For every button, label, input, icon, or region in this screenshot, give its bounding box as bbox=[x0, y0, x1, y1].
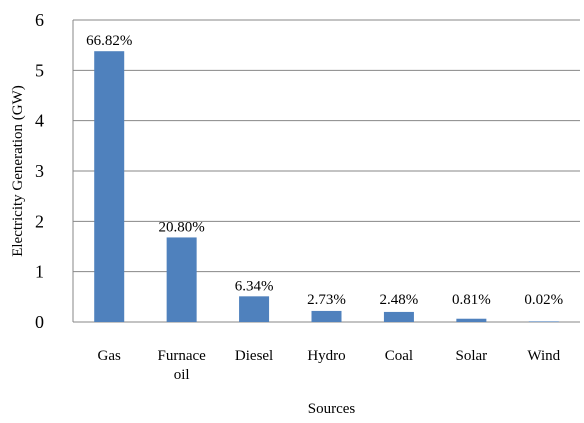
bar bbox=[311, 310, 342, 322]
bar bbox=[528, 321, 559, 322]
data-label: 66.82% bbox=[86, 33, 132, 49]
data-label: 0.02% bbox=[524, 292, 563, 308]
x-tick-label: Diesel bbox=[235, 348, 273, 364]
y-tick-label: 2 bbox=[35, 211, 44, 231]
y-tick-label: 5 bbox=[35, 60, 44, 80]
x-category-labels: Gas Furnace oil Diesel Hydro Coal Solar Wind bbox=[98, 348, 561, 383]
x-tick-label: Wind bbox=[527, 348, 560, 364]
bar bbox=[166, 237, 197, 322]
x-axis-title: Sources bbox=[308, 401, 356, 417]
data-label: 20.80% bbox=[159, 219, 205, 235]
bar bbox=[456, 318, 487, 322]
x-tick-label: Solar bbox=[456, 348, 488, 364]
y-axis-title: Electricity Generation (GW) bbox=[10, 85, 26, 257]
bars bbox=[94, 51, 559, 322]
y-tick-label: 6 bbox=[35, 10, 44, 30]
x-tick-label: Coal bbox=[385, 348, 413, 364]
y-tick-label: 4 bbox=[35, 111, 44, 131]
x-tick-label: Furnace oil bbox=[157, 348, 206, 383]
y-tick-label: 3 bbox=[35, 161, 44, 181]
y-tick-label: 1 bbox=[35, 262, 44, 282]
data-label: 2.48% bbox=[380, 292, 419, 308]
x-tick-label: Gas bbox=[98, 348, 121, 364]
x-tick-label: Hydro bbox=[307, 348, 345, 364]
bar bbox=[383, 311, 414, 322]
data-label: 2.73% bbox=[307, 292, 346, 308]
grid-lines bbox=[72, 19, 580, 323]
data-label: 0.81% bbox=[452, 292, 491, 308]
y-tick-labels: 0 1 2 3 4 5 6 bbox=[35, 10, 44, 332]
data-labels: 66.82% 20.80% 6.34% 2.73% 2.48% 0.81% 0.02% bbox=[86, 33, 563, 308]
bar bbox=[239, 296, 270, 322]
bar bbox=[94, 51, 125, 322]
y-tick-label: 0 bbox=[35, 312, 44, 332]
data-label: 6.34% bbox=[235, 278, 274, 294]
